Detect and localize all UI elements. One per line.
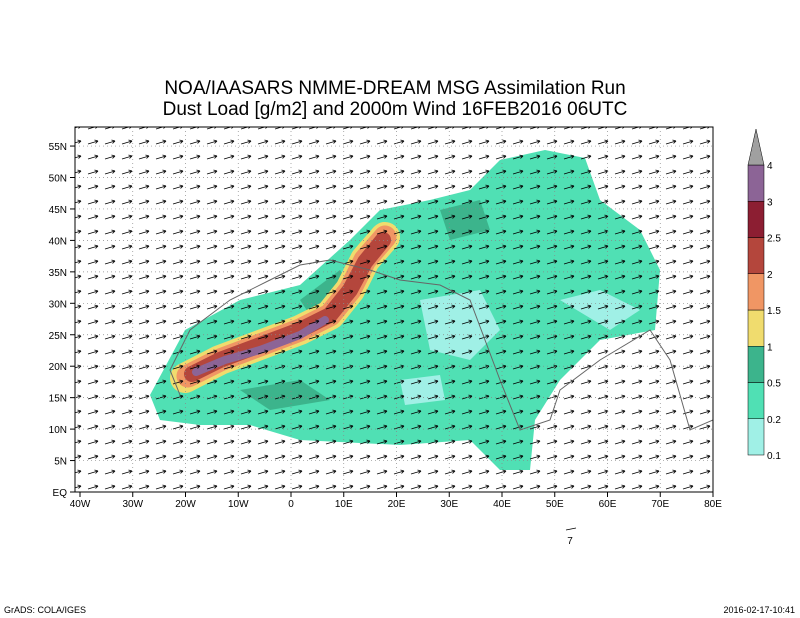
colorbar-label: 1.5 xyxy=(767,306,781,317)
axes: 40W 30W 20W 10W 0 10E 20E 30E 40E 50E 60E 70E 80E EQ 5… xyxy=(49,127,722,510)
y-tick-label: 45N xyxy=(49,205,67,216)
colorbar-segment xyxy=(747,237,765,274)
reference-vector-label: 7 xyxy=(567,536,573,547)
colorbar-label: 0.5 xyxy=(767,379,781,390)
colorbar-segment xyxy=(747,273,765,311)
x-tick-label: 80E xyxy=(704,499,722,510)
colorbar: 0.1 0.2 0.5 1 1.5 2 2.5 3 4 xyxy=(747,128,781,462)
y-tick-label: 15N xyxy=(49,394,67,405)
reference-vector xyxy=(565,527,577,531)
colorbar-segment xyxy=(747,201,765,238)
y-tick-label: 35N xyxy=(49,268,67,279)
colorbar-label: 2.5 xyxy=(767,234,781,245)
x-tick-label: 20E xyxy=(388,499,406,510)
x-tick-label: 40E xyxy=(493,499,511,510)
x-tick-label: 30W xyxy=(122,499,143,510)
colorbar-label: 0.1 xyxy=(767,451,781,462)
x-tick-label: 60E xyxy=(599,499,617,510)
y-tick-label: 40N xyxy=(49,236,67,247)
colorbar-segment xyxy=(747,309,765,347)
y-tick-label: 30N xyxy=(49,299,67,310)
coastline xyxy=(169,259,713,431)
x-tick-label: 10W xyxy=(228,499,249,510)
colorbar-segment xyxy=(747,164,765,202)
title-line: Dust Load [g/m2] and 2000m Wind 16FEB201… xyxy=(163,99,628,120)
y-tick-label: EQ xyxy=(53,488,68,499)
y-tick-label: 25N xyxy=(49,331,67,342)
x-tick-label: 40W xyxy=(70,499,91,510)
y-tick-label: 50N xyxy=(49,174,67,185)
map-area xyxy=(75,127,713,492)
wind-vectors xyxy=(75,127,713,492)
colorbar-extension xyxy=(747,128,765,166)
x-tick-label: 20W xyxy=(175,499,196,510)
colorbar-label: 2 xyxy=(767,270,773,281)
colorbar-segment xyxy=(747,382,765,419)
y-tick-label: 55N xyxy=(49,142,67,153)
colorbar-label: 3 xyxy=(767,197,773,208)
colorbar-label: 0.2 xyxy=(767,415,781,426)
x-tick-label: 70E xyxy=(651,499,669,510)
x-tick-label: 50E xyxy=(546,499,564,510)
footer-left: GrADS: COLA/IGES xyxy=(4,605,86,615)
title-line: NOA/IAASARS NMME-DREAM MSG Assimilation … xyxy=(164,78,625,99)
y-tick-label: 5N xyxy=(54,457,67,468)
colorbar-label: 1 xyxy=(767,342,773,353)
colorbar-label: 4 xyxy=(767,161,773,172)
map-frame xyxy=(74,126,714,493)
x-tick-label: 10E xyxy=(335,499,353,510)
y-tick-label: 20N xyxy=(49,362,67,373)
x-tick-label: 0 xyxy=(288,499,294,510)
colorbar-segment xyxy=(747,346,765,383)
colorbar-segment xyxy=(747,418,765,456)
x-tick-label: 30E xyxy=(440,499,458,510)
footer-right: 2016-02-17-10:41 xyxy=(723,605,795,615)
y-tick-label: 10N xyxy=(49,425,67,436)
